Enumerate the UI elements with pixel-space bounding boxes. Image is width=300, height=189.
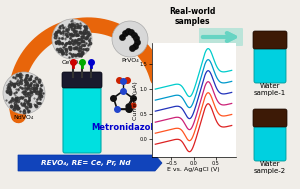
X-axis label: E vs. Ag/AgCl (V): E vs. Ag/AgCl (V) (167, 167, 220, 172)
Text: CeVO₄: CeVO₄ (62, 60, 82, 65)
FancyBboxPatch shape (253, 31, 287, 49)
Circle shape (3, 72, 45, 114)
Text: Water
sample-2: Water sample-2 (254, 161, 286, 174)
Polygon shape (18, 155, 162, 171)
FancyBboxPatch shape (254, 119, 286, 161)
FancyBboxPatch shape (253, 109, 287, 127)
Y-axis label: Current (μA): Current (μA) (133, 81, 138, 120)
Text: Real-world
samples: Real-world samples (169, 7, 215, 26)
FancyBboxPatch shape (199, 28, 243, 46)
FancyBboxPatch shape (254, 41, 286, 83)
Text: NdVO₄: NdVO₄ (14, 115, 34, 120)
FancyBboxPatch shape (63, 79, 101, 153)
Text: Metronidazole: Metronidazole (91, 123, 159, 132)
FancyBboxPatch shape (62, 72, 102, 88)
Circle shape (112, 21, 148, 57)
Circle shape (52, 19, 92, 59)
Text: REVO₄, RE= Ce, Pr, Nd: REVO₄, RE= Ce, Pr, Nd (41, 160, 131, 166)
Text: Water
sample-1: Water sample-1 (254, 83, 286, 96)
Text: PrVO₄: PrVO₄ (121, 58, 139, 63)
